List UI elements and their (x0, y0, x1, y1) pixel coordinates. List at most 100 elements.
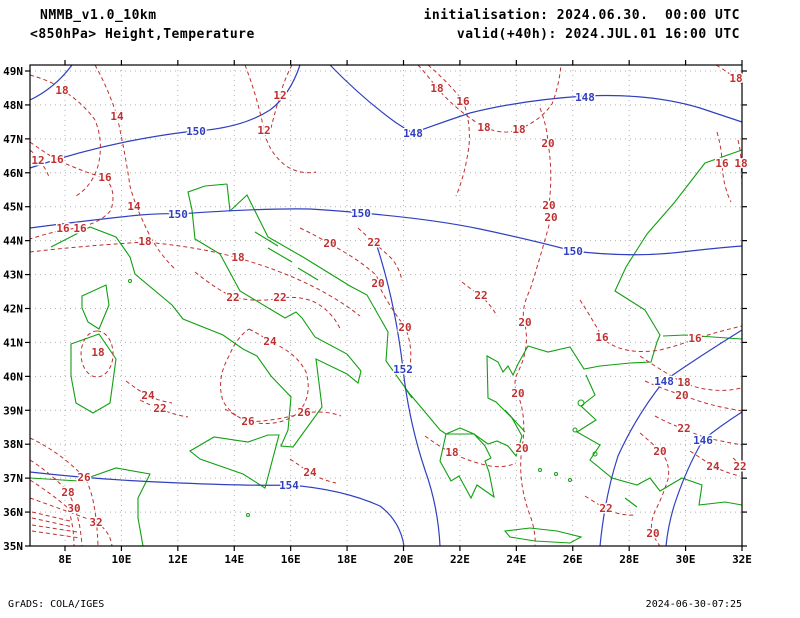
svg-text:39N: 39N (3, 404, 23, 417)
svg-text:148: 148 (575, 91, 595, 104)
grads-credit: GrADS: COLA/IGES (8, 599, 105, 610)
svg-text:30E: 30E (676, 553, 696, 566)
model-title: NMMB_v1.0_10km (40, 8, 157, 23)
svg-text:16: 16 (56, 222, 70, 235)
svg-text:148: 148 (403, 127, 423, 140)
creation-timestamp: 2024-06-30-07:25 (645, 599, 742, 610)
svg-text:24: 24 (263, 335, 277, 348)
svg-text:150: 150 (563, 245, 583, 258)
svg-text:18: 18 (91, 346, 104, 359)
svg-text:28: 28 (61, 486, 74, 499)
svg-text:32E: 32E (732, 553, 752, 566)
axis-labels: 8E 10E 12E 14E 16E 18E 20E 22E 24E 26E 28E 30E 32E 49… (3, 65, 752, 566)
svg-text:42N: 42N (3, 303, 23, 316)
svg-text:24E: 24E (506, 553, 526, 566)
svg-text:43N: 43N (3, 269, 23, 282)
svg-text:47N: 47N (3, 133, 23, 146)
svg-text:18: 18 (512, 123, 525, 136)
svg-text:12: 12 (257, 124, 270, 137)
svg-text:10E: 10E (111, 553, 131, 566)
svg-text:40N: 40N (3, 370, 23, 383)
svg-text:14: 14 (110, 110, 124, 123)
svg-text:12: 12 (31, 154, 44, 167)
svg-text:20: 20 (323, 237, 336, 250)
svg-text:18: 18 (477, 121, 490, 134)
svg-text:20: 20 (398, 321, 411, 334)
svg-text:150: 150 (168, 208, 188, 221)
svg-text:26: 26 (77, 471, 91, 484)
svg-text:16: 16 (688, 332, 702, 345)
svg-text:16: 16 (50, 153, 64, 166)
coastlines (29, 149, 743, 547)
svg-text:24: 24 (706, 460, 720, 473)
svg-text:146: 146 (693, 434, 713, 447)
svg-text:14: 14 (127, 200, 141, 213)
svg-text:20: 20 (542, 199, 555, 212)
svg-text:36N: 36N (3, 506, 23, 519)
svg-text:20: 20 (515, 442, 528, 455)
svg-text:18: 18 (729, 72, 742, 85)
svg-text:46N: 46N (3, 167, 23, 180)
svg-text:22: 22 (677, 422, 690, 435)
svg-text:20: 20 (541, 137, 554, 150)
svg-text:150: 150 (351, 207, 371, 220)
svg-text:18: 18 (677, 376, 690, 389)
svg-text:20E: 20E (394, 553, 414, 566)
svg-text:16: 16 (98, 171, 112, 184)
svg-text:48N: 48N (3, 99, 23, 112)
svg-text:18: 18 (231, 251, 244, 264)
svg-text:22: 22 (474, 289, 487, 302)
svg-text:20: 20 (511, 387, 524, 400)
svg-text:16: 16 (715, 157, 729, 170)
svg-text:20: 20 (675, 389, 688, 402)
svg-text:18: 18 (445, 446, 458, 459)
init-time-label: initialisation: 2024.06.30. 00:00 UTC (423, 8, 740, 23)
svg-text:22: 22 (226, 291, 239, 304)
grid-lines (30, 65, 743, 547)
svg-text:152: 152 (393, 363, 413, 376)
svg-text:16: 16 (595, 331, 609, 344)
svg-text:26: 26 (241, 415, 255, 428)
svg-text:22: 22 (733, 460, 746, 473)
svg-text:18E: 18E (337, 553, 357, 566)
svg-text:30: 30 (67, 502, 80, 515)
svg-text:26: 26 (297, 406, 311, 419)
svg-text:20: 20 (646, 527, 659, 540)
svg-text:45N: 45N (3, 201, 23, 214)
height-contours (29, 64, 743, 547)
svg-text:37N: 37N (3, 472, 23, 485)
svg-text:18: 18 (430, 82, 443, 95)
svg-text:26E: 26E (563, 553, 583, 566)
svg-text:18: 18 (138, 235, 151, 248)
svg-text:16: 16 (456, 95, 470, 108)
svg-text:18: 18 (734, 157, 747, 170)
axis-ticks (25, 60, 747, 551)
svg-text:24: 24 (141, 389, 155, 402)
valid-time-label: valid(+40h): 2024.JUL.01 16:00 UTC (456, 27, 740, 42)
svg-text:154: 154 (279, 479, 299, 492)
svg-text:16: 16 (73, 222, 87, 235)
svg-text:35N: 35N (3, 540, 23, 553)
svg-text:20: 20 (371, 277, 384, 290)
svg-text:22: 22 (599, 502, 612, 515)
svg-text:41N: 41N (3, 336, 23, 349)
svg-text:22E: 22E (450, 553, 470, 566)
svg-text:150: 150 (186, 125, 206, 138)
field-title: <850hPa> Height,Temperature (30, 27, 255, 42)
svg-text:12: 12 (273, 89, 286, 102)
svg-text:8E: 8E (58, 553, 71, 566)
svg-text:49N: 49N (3, 65, 23, 78)
svg-text:32: 32 (89, 516, 102, 529)
svg-text:44N: 44N (3, 235, 23, 248)
svg-text:22: 22 (273, 291, 286, 304)
svg-text:20: 20 (544, 211, 557, 224)
svg-text:20: 20 (518, 316, 531, 329)
svg-text:22: 22 (367, 236, 380, 249)
temperature-contours (29, 64, 743, 547)
svg-text:24: 24 (303, 466, 317, 479)
svg-text:20: 20 (653, 445, 666, 458)
svg-text:28E: 28E (619, 553, 639, 566)
svg-text:12E: 12E (168, 553, 188, 566)
